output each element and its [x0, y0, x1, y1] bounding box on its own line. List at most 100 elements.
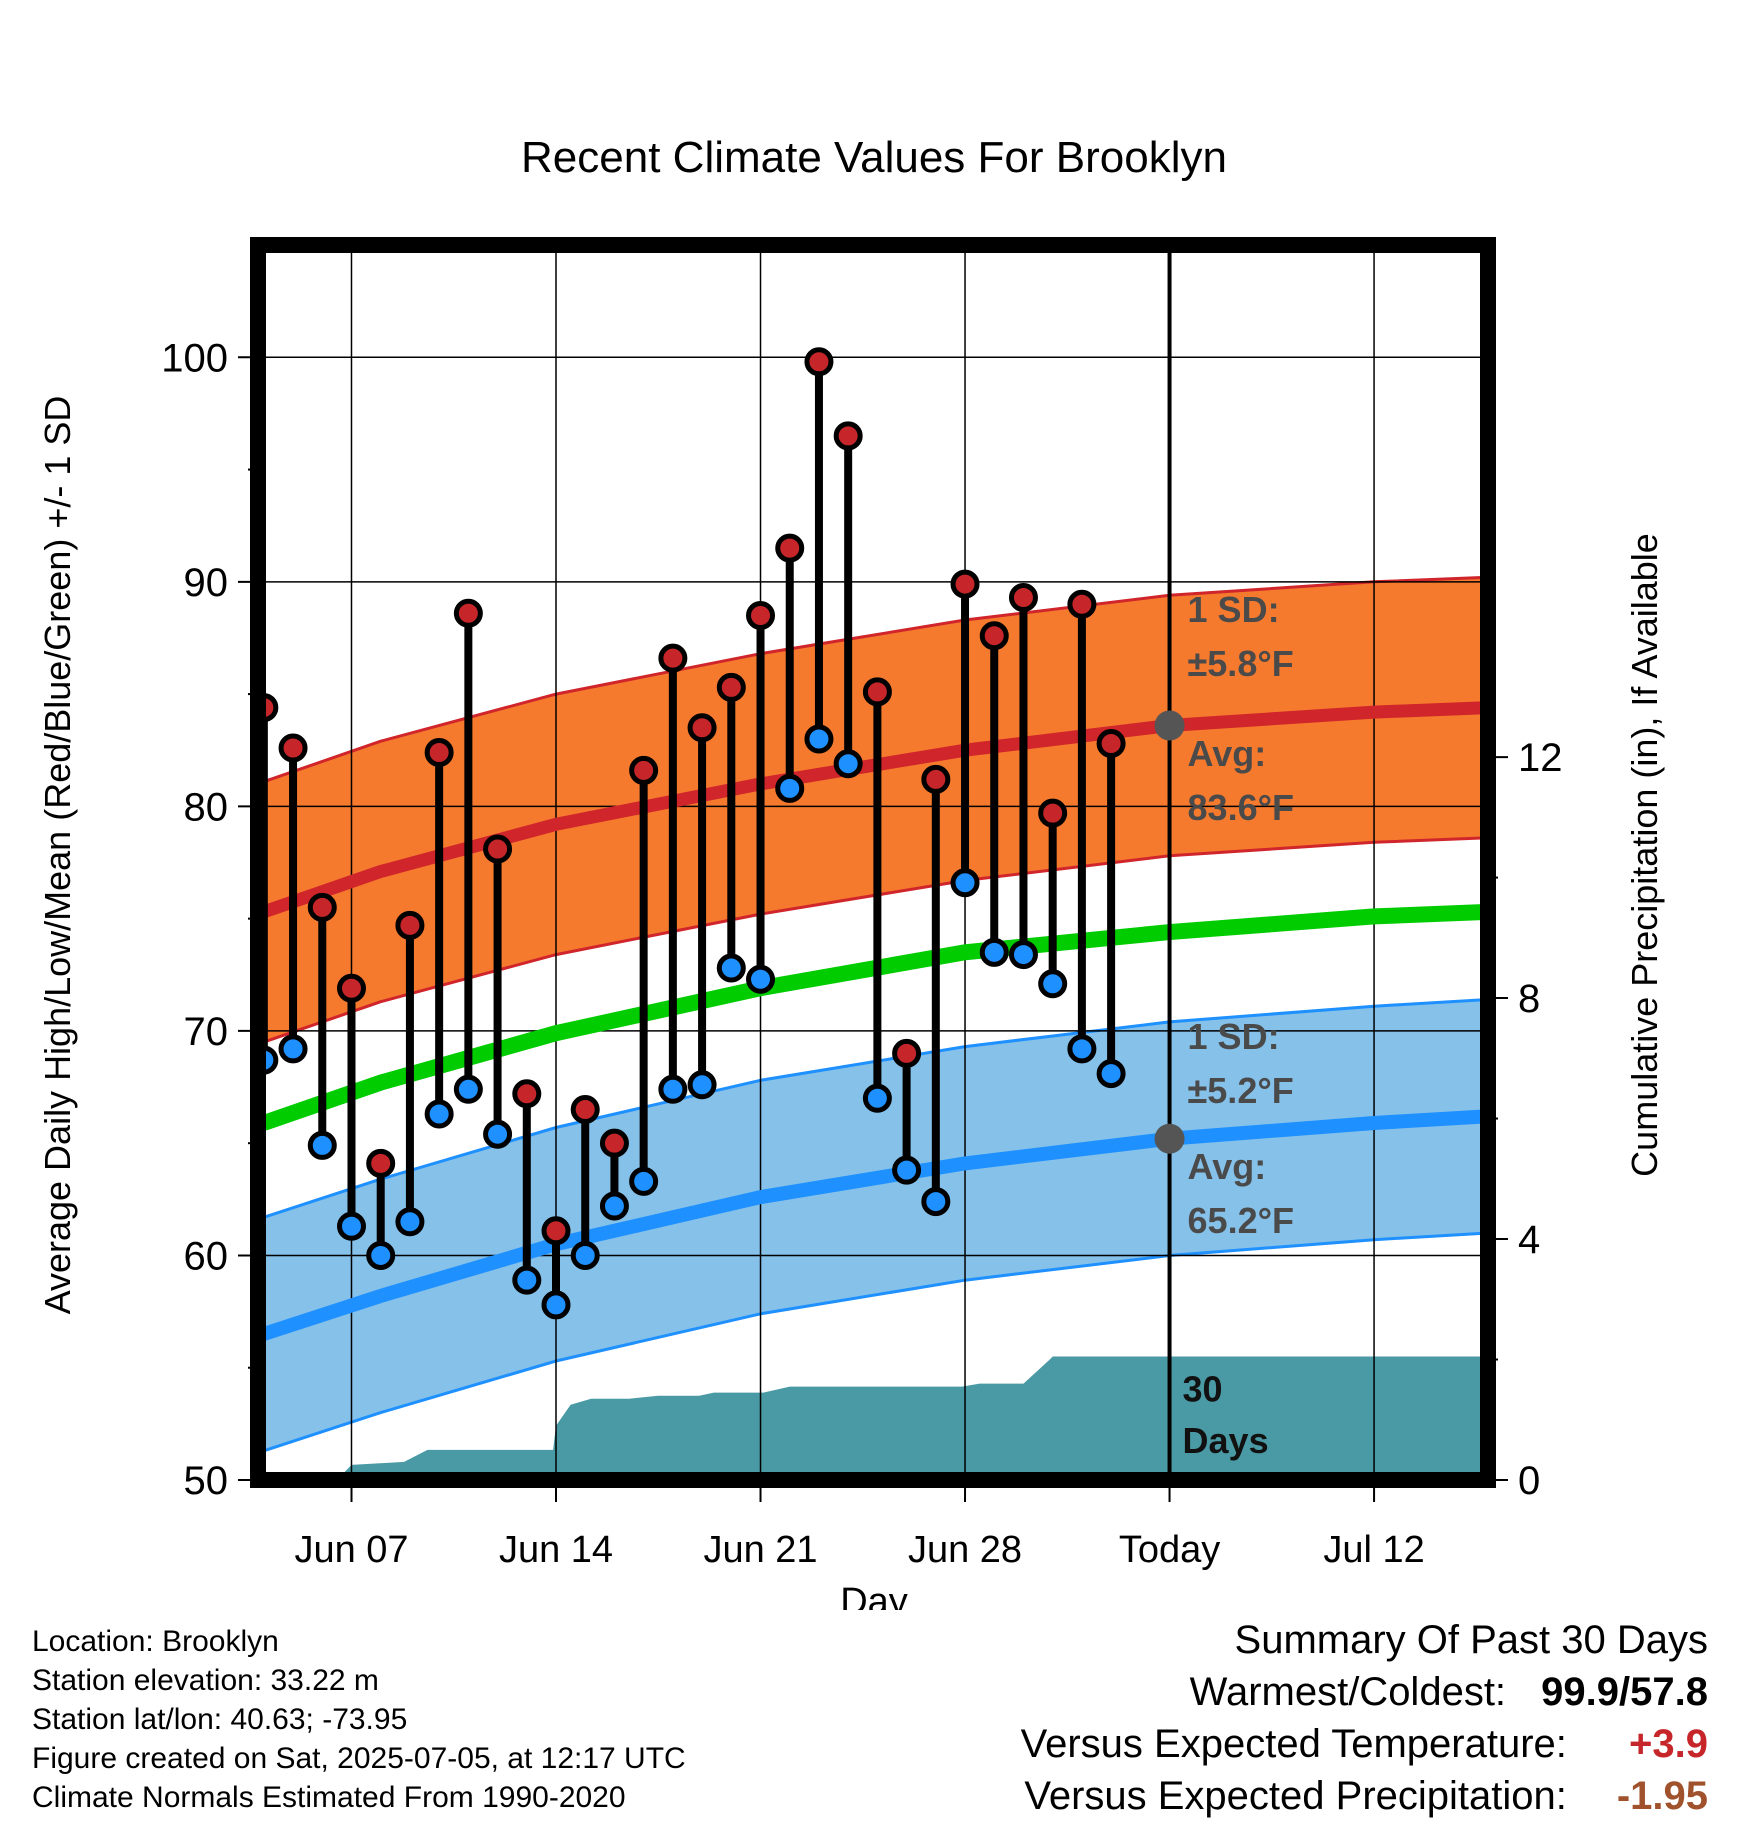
daily-high-point	[366, 1148, 396, 1178]
daily-high-point	[687, 713, 717, 743]
x-tick-label: Jun 28	[908, 1529, 1022, 1571]
y-tick-label: 70	[184, 1010, 229, 1054]
daily-high-point	[950, 569, 980, 599]
station-latlon: Station lat/lon: 40.63; -73.95	[32, 1703, 408, 1736]
low-sd-value: ±5.2°F	[1188, 1070, 1294, 1111]
daily-low-point	[687, 1070, 717, 1100]
daily-high-point	[658, 643, 688, 673]
summary-warmest-row: Warmest/Coldest: 99.9/57.8	[1021, 1666, 1708, 1718]
daily-low-point	[599, 1191, 629, 1221]
daily-high-point	[1008, 583, 1038, 613]
y2-tick-label: 4	[1518, 1218, 1540, 1262]
daily-low-point	[424, 1099, 454, 1129]
daily-low-point	[541, 1290, 571, 1320]
daily-low-point	[483, 1119, 513, 1149]
daily-high-point	[804, 347, 834, 377]
y-tick-label: 100	[161, 336, 228, 380]
daily-low-point	[307, 1130, 337, 1160]
daily-low-point	[658, 1074, 688, 1104]
daily-high-point	[1038, 798, 1068, 828]
high-average-line	[261, 701, 1488, 919]
high-avg-label: Avg:	[1188, 733, 1267, 774]
daily-low-point	[921, 1187, 951, 1217]
daily-low-point	[833, 749, 863, 779]
figure-created: Figure created on Sat, 2025-07-05, at 12…	[32, 1742, 686, 1775]
daily-low-point	[950, 868, 980, 898]
low-average-line	[261, 1109, 1488, 1341]
low-sd-label: 1 SD:	[1188, 1016, 1280, 1057]
high-sd-upper-edge	[263, 575, 1488, 784]
daily-high-point	[629, 755, 659, 785]
chart-title: Recent Climate Values For Brooklyn	[521, 133, 1227, 182]
high-sd-label: 1 SD:	[1188, 589, 1280, 630]
daily-low-point	[862, 1083, 892, 1113]
x-tick-label: Today	[1119, 1529, 1220, 1571]
low-avg-label: Avg:	[1188, 1146, 1267, 1187]
daily-high-point	[746, 601, 776, 630]
daily-low-point	[1038, 969, 1068, 999]
daily-low-point	[804, 724, 834, 754]
daily-high-point	[307, 892, 337, 922]
summary-panel: Summary Of Past 30 Days Warmest/Coldest:…	[1021, 1614, 1708, 1822]
station-location: Location: Brooklyn	[32, 1625, 279, 1658]
today-low-average-point	[1154, 1123, 1185, 1154]
y2-tick-label: 0	[1518, 1459, 1540, 1503]
daily-low-point	[336, 1211, 366, 1241]
expected-precip-value: -1.95	[1616, 1774, 1708, 1818]
low-sd-band	[263, 999, 1488, 1451]
x-tick-label: Jun 07	[294, 1529, 408, 1571]
high-sd-value: ±5.8°F	[1188, 643, 1294, 684]
daily-high-point	[833, 421, 863, 451]
warmest-coldest-label: Warmest/Coldest:	[1189, 1670, 1507, 1714]
today-high-average-point	[1154, 710, 1185, 741]
daily-high-point	[892, 1038, 922, 1068]
daily-high-point	[453, 598, 483, 628]
x-tick-label: Jul 12	[1323, 1529, 1424, 1571]
daily-low-point	[746, 964, 776, 994]
daily-high-point	[775, 533, 805, 563]
station-info: Location: Brooklyn Station elevation: 33…	[32, 1622, 686, 1817]
daily-low-point	[570, 1240, 600, 1270]
daily-high-point	[541, 1216, 571, 1246]
y-tick-label: 50	[184, 1459, 229, 1503]
daily-high-point	[336, 973, 366, 1003]
daily-high-point	[979, 621, 1009, 651]
plot-area: 1 SD: ±5.8°F Avg: 83.6°F 1 SD: ±5.2°F Avg: 65.2…	[161, 237, 1563, 1571]
y-tick-label: 60	[184, 1234, 229, 1278]
daily-high-point	[278, 733, 308, 763]
daily-high-point	[599, 1128, 629, 1158]
plot-inner	[258, 245, 1488, 1480]
daily-low-point	[979, 937, 1009, 967]
daily-low-point	[629, 1166, 659, 1196]
daily-low-point	[1067, 1034, 1097, 1064]
daily-high-point	[570, 1095, 600, 1124]
expected-temp-label: Versus Expected Temperature:	[1020, 1722, 1567, 1766]
daily-low-point	[775, 773, 805, 803]
y2-tick-label: 12	[1518, 736, 1563, 780]
daily-high-point	[512, 1079, 542, 1109]
summary-title: Summary Of Past 30 Days	[1234, 1618, 1708, 1662]
daily-high-point	[1067, 589, 1097, 619]
daily-high-point	[483, 834, 513, 864]
daily-high-point	[424, 737, 454, 767]
precip-days-number: 30	[1183, 1368, 1223, 1409]
climate-chart: Recent Climate Values For Brooklyn 1 SD:…	[37, 133, 1665, 1610]
daily-low-point	[395, 1207, 425, 1237]
x-tick-label: Jun 14	[499, 1529, 613, 1571]
y-axis-label: Average Daily High/Low/Mean (Red/Blue/Gr…	[37, 396, 78, 1315]
daily-low-point	[1008, 940, 1038, 970]
daily-low-point	[716, 953, 746, 983]
precipitation-area	[258, 1356, 1488, 1480]
daily-low-point	[366, 1240, 396, 1270]
daily-low-point	[453, 1074, 483, 1104]
precip-days-label: Days	[1183, 1420, 1269, 1461]
station-elevation: Station elevation: 33.22 m	[32, 1664, 379, 1697]
low-sd-lower-edge	[263, 1231, 1488, 1453]
expected-temp-value: +3.9	[1629, 1722, 1708, 1766]
daily-high-point	[1096, 728, 1126, 758]
y-tick-label: 90	[184, 561, 229, 605]
high-avg-value: 83.6°F	[1188, 787, 1294, 828]
plot-frame	[250, 237, 1496, 1488]
y2-tick-label: 8	[1518, 977, 1540, 1021]
warmest-coldest-value: 99.9/57.8	[1541, 1670, 1708, 1714]
